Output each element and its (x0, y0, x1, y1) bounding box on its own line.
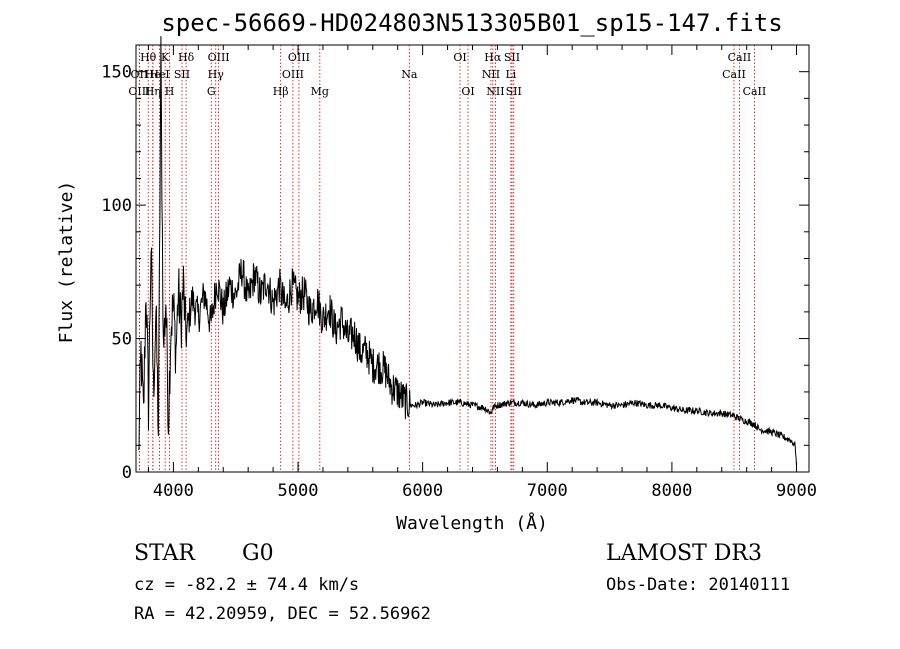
coordinates: RA = 42.20959, DEC = 52.56962 (134, 604, 431, 624)
plot-frame (135, 44, 810, 473)
y-tick-label: 0 (122, 463, 132, 483)
line-marker-label: Hη (145, 85, 161, 98)
line-marker-label: CaII (743, 85, 767, 98)
x-tick-label: 6000 (402, 481, 443, 501)
line-marker-label: NII (482, 68, 500, 81)
line-marker-label: Hα (484, 51, 502, 64)
obs-date: Obs-Date: 20140111 (606, 575, 790, 595)
line-marker-label: Hδ (178, 51, 195, 64)
line-marker-label: OIII (128, 85, 150, 98)
x-tick-label: 8000 (651, 481, 692, 501)
x-tick-label: 4000 (153, 481, 194, 501)
line-marker-label: OI (461, 85, 474, 98)
axis-ticks: 4000 5000 6000 7000 8000 9000 0 50 100 150 (101, 45, 817, 501)
line-marker-label: Na (401, 68, 418, 81)
line-marker-label: OIII (288, 51, 310, 64)
line-marker-label: OIII (208, 51, 230, 64)
x-axis-label: Wavelength (Å) (396, 512, 548, 534)
line-marker-label: NII (486, 85, 504, 98)
redshift-readout: cz = -82.2 ± 74.4 km/s (134, 575, 359, 595)
line-marker-label: Li (505, 68, 516, 81)
chart-title: spec-56669-HD024803N513305B01_sp15-147.f… (161, 9, 782, 37)
object-subclass: G0 (242, 541, 274, 566)
spectrum-series (138, 36, 797, 467)
y-tick-label: 100 (101, 196, 132, 216)
line-marker-label: CaII (728, 51, 752, 64)
line-marker-label: Mg (311, 85, 329, 98)
spectrum-line (138, 36, 797, 467)
line-marker-label: SII (504, 51, 520, 64)
line-marker-label: CaII (722, 68, 746, 81)
line-marker-label: Hβ (273, 85, 289, 98)
line-marker-label: Hγ (208, 68, 225, 81)
line-marker-label: HeI (149, 68, 169, 81)
line-marker-label: SII (174, 68, 190, 81)
line-marker-label: SII (506, 85, 522, 98)
line-marker-label: K (161, 51, 170, 64)
y-axis-label: Flux (relative) (56, 181, 77, 344)
line-marker-label: G (207, 85, 216, 98)
y-tick-label: 50 (112, 330, 132, 350)
line-marker-label: Hθ (140, 51, 157, 64)
object-class: STAR (134, 541, 196, 566)
line-marker-label: OI (453, 51, 466, 64)
x-tick-label: 9000 (776, 481, 817, 501)
survey-name: LAMOST DR3 (606, 541, 762, 566)
x-tick-label: 5000 (278, 481, 319, 501)
y-tick-label: 150 (101, 63, 132, 83)
line-marker-label: H (165, 85, 175, 98)
plot-axes (135, 44, 810, 473)
x-tick-label: 7000 (527, 481, 568, 501)
line-marker-label: OIII (282, 68, 304, 81)
